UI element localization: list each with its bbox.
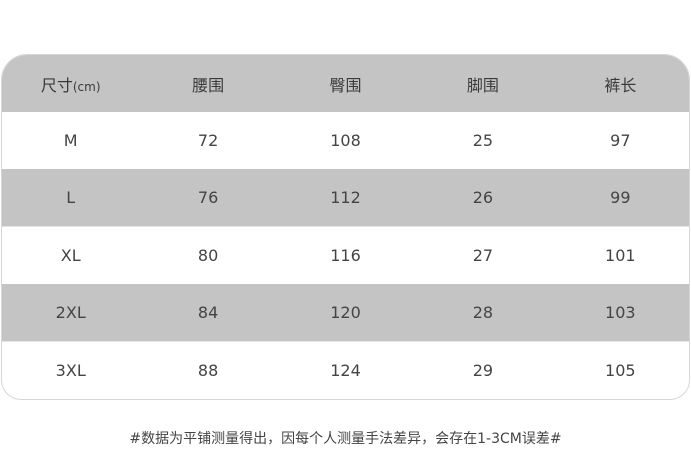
header-waist: 腰围 [192,75,225,95]
value-cell: 25 [472,131,494,150]
value-cell: 105 [605,361,636,380]
value-cell: 29 [472,361,494,380]
value-cell: 28 [472,303,494,322]
size-cell: 2XL [55,303,86,322]
table-row: 2XL 84 120 28 103 [2,284,689,341]
table-row: 3XL 88 124 29 105 [2,341,689,399]
value-cell: 116 [330,246,361,265]
header-length: 裤长 [604,75,637,95]
value-cell: 80 [197,246,219,265]
table-header-row: 尺寸(cm) 腰围 臀围 脚围 裤长 [2,55,689,112]
header-size-unit: (cm) [72,79,101,94]
value-cell: 112 [330,188,361,207]
size-cell: 3XL [55,361,86,380]
value-cell: 108 [330,131,361,150]
value-cell: 88 [197,361,219,380]
header-size: 尺寸(cm) [2,72,139,96]
value-cell: 76 [197,188,219,207]
value-cell: 72 [197,131,219,150]
size-chart-table: 尺寸(cm) 腰围 臀围 脚围 裤长 M 72 108 25 97 L 76 112 26 99 X… [1,54,690,400]
measurement-note: #数据为平铺测量得出，因每个人测量手法差异，会存在1-3CM误差# [129,431,562,447]
size-cell: L [66,188,76,207]
header-leg-opening: 脚围 [466,75,499,95]
header-size-label: 尺寸 [40,75,73,95]
value-cell: 84 [197,303,219,322]
value-cell: 99 [610,188,631,207]
size-cell: M [63,131,78,150]
value-cell: 97 [610,131,631,150]
value-cell: 26 [472,188,494,207]
table-row: L 76 112 26 99 [2,169,689,226]
table-row: M 72 108 25 97 [2,112,689,169]
header-hip: 臀围 [329,75,362,95]
value-cell: 120 [330,303,361,322]
value-cell: 103 [605,303,636,322]
value-cell: 27 [472,246,494,265]
value-cell: 101 [605,246,636,265]
value-cell: 124 [330,361,361,380]
table-row: XL 80 116 27 101 [2,226,689,284]
size-cell: XL [60,246,81,265]
